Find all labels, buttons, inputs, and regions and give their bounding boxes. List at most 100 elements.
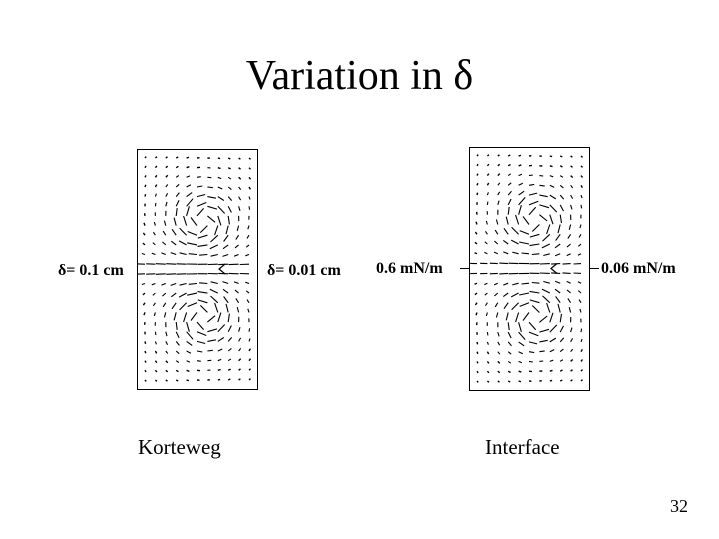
velocity-arrow: [238, 337, 242, 342]
velocity-arrow: [209, 288, 219, 294]
velocity-arrow: [227, 368, 231, 371]
velocity-arrow: [245, 281, 250, 285]
velocity-arrow: [142, 242, 146, 246]
velocity-arrow: [225, 225, 229, 235]
velocity-arrow: [557, 224, 561, 234]
velocity-arrow: [580, 175, 584, 178]
velocity-arrow: [519, 302, 530, 307]
velocity-arrow: [188, 282, 198, 285]
velocity-arrow: [165, 360, 169, 364]
velocity-arrow: [494, 292, 499, 297]
velocity-arrow: [186, 156, 190, 159]
velocity-arrow: [154, 174, 158, 178]
velocity-arrow: [474, 241, 478, 245]
velocity-arrow: [199, 253, 208, 256]
velocity-arrow: [528, 360, 533, 363]
velocity-arrow: [559, 369, 563, 372]
velocity-arrow: [484, 251, 488, 255]
velocity-arrow: [196, 321, 205, 330]
velocity-arrow: [248, 186, 252, 190]
interface-line-left: [460, 268, 470, 269]
velocity-arrow: [539, 315, 548, 323]
velocity-arrow: [186, 350, 192, 354]
velocity-arrow: [486, 163, 490, 167]
velocity-arrow: [531, 224, 540, 232]
velocity-arrow: [566, 243, 571, 248]
velocity-arrow: [484, 292, 488, 296]
velocity-arrow: [238, 348, 242, 352]
velocity-arrow: [152, 302, 156, 307]
velocity-arrow: [570, 155, 573, 158]
velocity-arrow: [476, 154, 479, 157]
velocity-arrow: [152, 242, 156, 246]
velocity-arrow: [190, 217, 198, 226]
velocity-arrow: [577, 253, 582, 256]
velocity-arrow: [562, 263, 571, 265]
velocity-arrow: [187, 302, 198, 308]
velocity-arrow: [549, 165, 553, 168]
velocity-arrow: [528, 192, 538, 196]
velocity-arrow: [165, 201, 168, 207]
velocity-arrow: [528, 341, 538, 345]
velocity-arrow: [238, 206, 241, 211]
velocity-arrow: [493, 251, 499, 255]
velocity-arrow: [245, 253, 250, 257]
velocity-arrow: [580, 338, 583, 343]
velocity-arrow: [554, 280, 561, 284]
velocity-arrow: [173, 312, 177, 321]
velocity-arrow: [502, 292, 509, 298]
velocity-arrow: [559, 379, 563, 382]
velocity-arrow: [144, 379, 147, 382]
korteweg-left-label: δ= 0.1 cm: [58, 262, 124, 279]
velocity-arrow: [222, 253, 229, 257]
velocity-arrow: [154, 184, 158, 188]
velocity-arrow: [175, 360, 180, 363]
velocity-arrow: [162, 292, 167, 297]
velocity-arrow: [227, 196, 233, 201]
converging-marker: [218, 263, 226, 275]
velocity-arrow: [474, 252, 478, 255]
velocity-arrow: [235, 298, 240, 304]
velocity-arrow: [519, 241, 530, 245]
velocity-arrow: [485, 231, 488, 235]
velocity-arrow: [217, 337, 225, 342]
velocity-arrow: [518, 341, 525, 347]
velocity-arrow: [518, 164, 522, 167]
velocity-arrow: [217, 196, 225, 201]
interface-left-label: 0.6 mN/m: [376, 260, 443, 277]
velocity-arrow: [474, 231, 478, 235]
velocity-arrow: [196, 185, 203, 188]
velocity-arrow: [248, 378, 251, 381]
velocity-arrow: [531, 253, 540, 256]
velocity-arrow: [559, 325, 564, 333]
velocity-arrow: [503, 227, 509, 235]
velocity-arrow: [580, 184, 584, 189]
velocity-arrow: [161, 252, 166, 256]
velocity-arrow: [238, 378, 241, 381]
velocity-arrow: [236, 225, 240, 232]
velocity-arrow: [474, 302, 478, 306]
velocity-arrow: [528, 206, 537, 216]
velocity-arrow: [196, 350, 203, 353]
velocity-arrow: [196, 340, 206, 345]
velocity-arrow: [549, 379, 553, 382]
velocity-arrow: [541, 288, 551, 294]
velocity-arrow: [207, 349, 213, 352]
velocity-arrow: [235, 234, 240, 240]
velocity-arrow: [567, 233, 572, 239]
velocity-arrow: [518, 351, 524, 355]
velocity-arrow: [151, 282, 156, 286]
velocity-arrow: [217, 312, 222, 323]
velocity-arrow: [549, 184, 555, 188]
velocity-arrow: [163, 312, 167, 318]
velocity-arrow: [485, 312, 488, 317]
velocity-arrow: [175, 175, 180, 178]
velocity-arrow: [559, 194, 565, 200]
velocity-arrow: [207, 205, 218, 210]
velocity-arrow: [497, 200, 500, 206]
velocity-arrow: [507, 198, 512, 206]
velocity-arrow: [171, 228, 177, 236]
velocity-arrow: [217, 157, 221, 160]
velocity-arrow: [485, 302, 488, 306]
velocity-arrow: [566, 289, 571, 294]
